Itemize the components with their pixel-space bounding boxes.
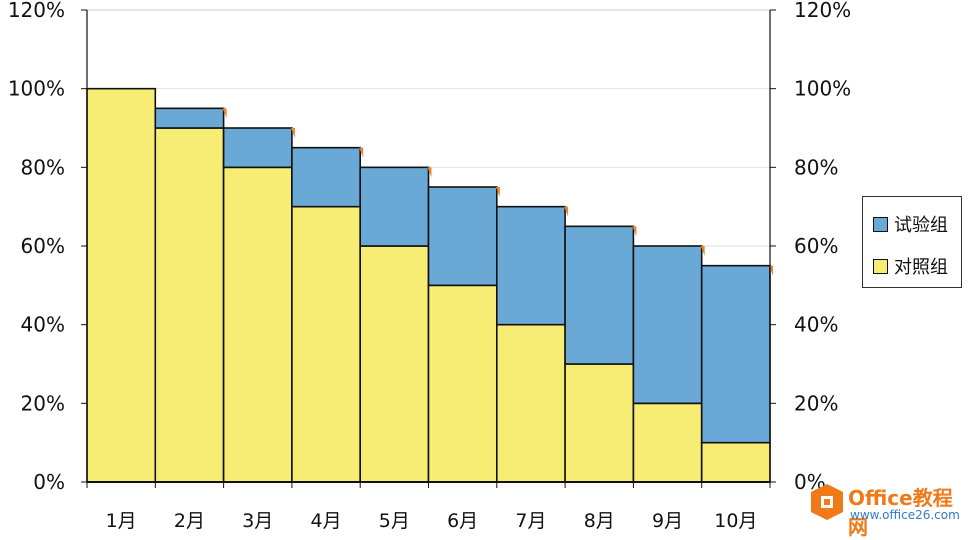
bar-control xyxy=(359,245,430,483)
x-tick-label: 7月 xyxy=(515,510,546,532)
bar-control xyxy=(632,402,703,483)
y-tick-label-right: 60% xyxy=(794,234,838,258)
bar-corner-marker xyxy=(427,167,432,178)
y-tick-label-left: 20% xyxy=(21,391,65,415)
bar-control xyxy=(700,441,771,483)
x-tick-label: 1月 xyxy=(106,510,137,532)
bar-corner-marker xyxy=(290,128,295,138)
bar-corner-marker xyxy=(222,108,227,119)
bar-trial xyxy=(700,264,771,444)
y-tick-label-left: 100% xyxy=(8,77,65,101)
bar-control xyxy=(427,284,498,483)
legend-item-control: 对照组 xyxy=(873,253,948,279)
bar-trial xyxy=(291,146,361,208)
y-tick-label-left: 60% xyxy=(21,234,65,258)
x-tick-label: 9月 xyxy=(652,510,683,532)
x-tick-label: 10月 xyxy=(714,510,757,532)
bar-trial xyxy=(632,245,703,405)
x-tick-label: 5月 xyxy=(379,510,410,532)
y-tick-label-right: 20% xyxy=(794,391,838,415)
y-tick-label-left: 40% xyxy=(21,313,65,337)
legend-label-control: 对照组 xyxy=(894,257,948,278)
bar-control xyxy=(495,323,566,483)
bar-control xyxy=(222,166,293,483)
bar-corner-marker xyxy=(700,246,705,256)
watermark-url: www.office26.com xyxy=(850,508,960,522)
y-tick-label-right: 80% xyxy=(794,155,838,179)
y-tick-label-right: 100% xyxy=(794,77,851,101)
legend-item-trial: 试验组 xyxy=(873,211,948,237)
office-logo-icon xyxy=(811,484,843,520)
bar-control xyxy=(291,205,361,483)
legend-swatch-trial xyxy=(873,216,888,232)
bar-trial xyxy=(222,127,293,169)
bar-corner-marker xyxy=(632,226,637,237)
y-tick-label-right: 40% xyxy=(794,313,838,337)
y-tick-label-left: 0% xyxy=(33,470,65,494)
bar-trial xyxy=(359,166,430,247)
bar-corner-marker xyxy=(495,187,500,197)
bar-trial xyxy=(564,225,635,365)
y-tick-label-right: 120% xyxy=(794,0,851,22)
x-tick-label: 4月 xyxy=(311,510,342,532)
y-tick-label-left: 80% xyxy=(21,155,65,179)
bar-corner-marker xyxy=(564,206,569,217)
bar-trial xyxy=(427,186,498,287)
legend-label-trial: 试验组 xyxy=(894,215,948,236)
bar-control xyxy=(86,87,157,483)
bar-control xyxy=(564,363,635,483)
bar-control xyxy=(154,127,225,483)
bar-trial xyxy=(495,205,566,326)
bar-corner-marker xyxy=(359,147,364,158)
x-tick-label: 2月 xyxy=(174,510,205,532)
x-tick-label: 6月 xyxy=(447,510,478,532)
x-tick-label: 8月 xyxy=(584,510,615,532)
x-tick-label: 3月 xyxy=(242,510,273,532)
legend-swatch-control xyxy=(873,258,888,274)
watermark: Office教程网 www.office26.com xyxy=(806,478,968,539)
y-tick-label-left: 120% xyxy=(8,0,65,22)
bar-trial xyxy=(154,107,225,129)
legend: 试验组 对照组 xyxy=(862,196,962,288)
